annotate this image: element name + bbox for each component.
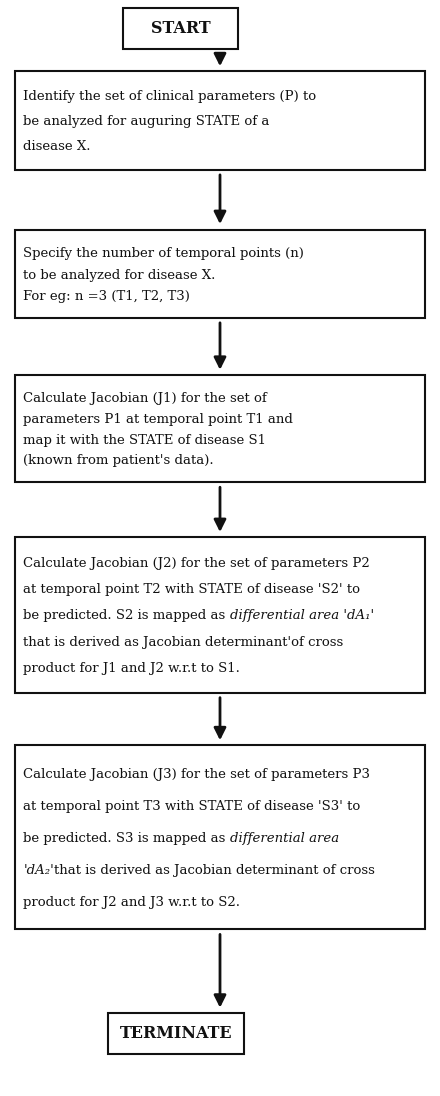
Text: at temporal point T2 with STATE of disease 'S2' to: at temporal point T2 with STATE of disea…	[23, 583, 360, 596]
Text: Identify the set of clinical parameters (P) to: Identify the set of clinical parameters …	[23, 90, 316, 103]
Text: TERMINATE: TERMINATE	[120, 1025, 232, 1042]
Text: map it with the STATE of disease S1: map it with the STATE of disease S1	[23, 434, 266, 446]
Bar	[15, 375, 425, 482]
Text: product for J1 and J2 w.r.t to S1.: product for J1 and J2 w.r.t to S1.	[23, 662, 240, 675]
Text: 'dA₂': 'dA₂'	[23, 864, 54, 877]
Text: disease X.: disease X.	[23, 140, 91, 153]
Text: For eg: n =3 (T1, T2, T3): For eg: n =3 (T1, T2, T3)	[23, 289, 190, 302]
Text: be predicted. S3 is mapped as: be predicted. S3 is mapped as	[23, 832, 230, 845]
Bar	[123, 8, 238, 49]
Text: be analyzed for auguring STATE of a: be analyzed for auguring STATE of a	[23, 115, 270, 128]
Text: that is derived as Jacobian determinant'of cross: that is derived as Jacobian determinant'…	[23, 636, 344, 649]
Text: differential area: differential area	[230, 832, 339, 845]
Text: that is derived as Jacobian determinant of cross: that is derived as Jacobian determinant …	[54, 864, 375, 877]
Text: START: START	[150, 20, 210, 37]
Text: (known from patient's data).: (known from patient's data).	[23, 455, 214, 467]
Text: at temporal point T3 with STATE of disease 'S3' to: at temporal point T3 with STATE of disea…	[23, 800, 360, 813]
Bar	[15, 230, 425, 318]
Text: Calculate Jacobian (J1) for the set of: Calculate Jacobian (J1) for the set of	[23, 392, 267, 404]
Text: to be analyzed for disease X.: to be analyzed for disease X.	[23, 269, 216, 282]
Text: Calculate Jacobian (J3) for the set of parameters P3: Calculate Jacobian (J3) for the set of p…	[23, 768, 370, 781]
Bar	[15, 71, 425, 170]
Text: Calculate Jacobian (J2) for the set of parameters P2: Calculate Jacobian (J2) for the set of p…	[23, 557, 370, 570]
Text: differential area 'dA₁': differential area 'dA₁'	[230, 609, 374, 623]
Bar	[108, 1013, 244, 1054]
Text: Specify the number of temporal points (n): Specify the number of temporal points (n…	[23, 248, 304, 261]
Text: parameters P1 at temporal point T1 and: parameters P1 at temporal point T1 and	[23, 413, 293, 425]
Bar	[15, 745, 425, 929]
Bar	[15, 537, 425, 693]
Text: product for J2 and J3 w.r.t to S2.: product for J2 and J3 w.r.t to S2.	[23, 895, 240, 909]
Text: be predicted. S2 is mapped as: be predicted. S2 is mapped as	[23, 609, 230, 623]
